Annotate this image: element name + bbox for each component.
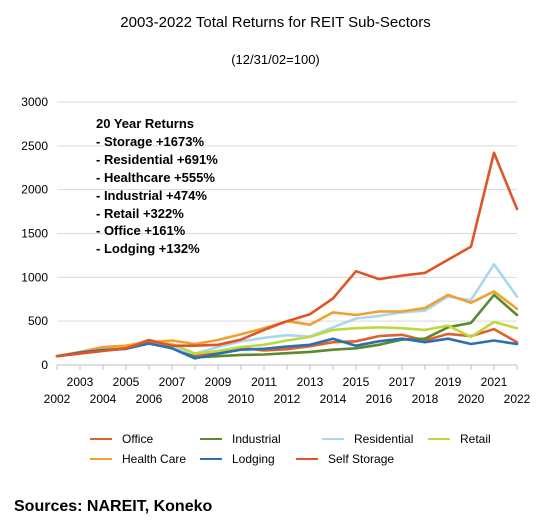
annotation-line: - Storage +1673% [96,133,205,149]
legend-swatch [322,438,344,440]
legend-item: Self Storage [296,452,394,466]
y-tick-label: 1000 [21,270,48,284]
legend-swatch [90,438,112,440]
y-tick-label: 2500 [21,139,48,153]
legend-item: Office [90,432,153,446]
x-tick-label: 2004 [90,392,117,406]
y-tick-label: 3000 [21,95,48,109]
annotation-line: - Lodging +132% [96,241,200,257]
x-tick-label: 2003 [67,375,94,389]
chart-subtitle: (12/31/02=100) [231,52,320,67]
legend-swatch [428,438,450,440]
x-tick-label: 2016 [366,392,393,406]
annotation-line: - Healthcare +555% [96,169,215,185]
line-chart: 0 500 1000 1500 2000 2500 3000 2003 2005 2007 2009… [21,95,531,406]
x-tick-label: 2020 [458,392,485,406]
x-tick-label: 2009 [205,375,232,389]
x-tick-label: 2014 [320,392,347,406]
x-tick-label: 2018 [412,392,439,406]
x-tick-label: 2005 [113,375,140,389]
legend-label: Office [122,432,154,446]
legend-item: Retail [428,432,491,446]
legend-swatch [200,438,222,440]
x-tick-label: 2022 [504,392,531,406]
y-tick-label: 0 [41,358,48,372]
legend-swatch [200,458,222,460]
y-tick-label: 2000 [21,183,48,197]
legend-label: Health Care [122,452,187,466]
x-tick-label: 2012 [274,392,301,406]
annotation-line: - Residential +691% [96,151,218,167]
legend-item: Health Care [90,452,186,466]
series-line [55,151,519,358]
x-tick-label: 2002 [44,392,71,406]
x-tick-label: 2011 [251,375,277,389]
x-tick-label: 2013 [297,375,324,389]
chart-title: 2003-2022 Total Returns for REIT Sub-Sec… [120,14,431,31]
x-tick-label: 2021 [481,375,508,389]
legend-label: Retail [460,432,491,446]
annotation-line: - Office +161% [96,223,186,239]
x-tick-label: 2007 [159,375,186,389]
legend-item: Industrial [200,432,281,446]
annotation-line: - Retail +322% [96,205,184,221]
legend-label: Residential [354,432,414,446]
x-tick-label: 2010 [228,392,255,406]
x-tick-label: 2019 [435,375,462,389]
legend-label: Industrial [232,432,281,446]
legend-item: Lodging [200,452,275,466]
returns-annotation: 20 Year Returns - Storage +1673% - Resid… [96,115,218,258]
y-tick-label: 1500 [21,227,48,241]
sources-note: Sources: NAREIT, Koneko [14,498,213,515]
x-tick-label: 2015 [343,375,370,389]
annotation-heading: 20 Year Returns [96,116,195,131]
y-tick-label: 500 [28,314,48,328]
x-tick-label: 2008 [182,392,209,406]
legend-swatch [296,458,318,460]
series-line [55,262,519,358]
legend-label: Lodging [232,452,275,466]
x-tick-label: 2006 [136,392,163,406]
legend-item: Residential [322,432,413,446]
annotation-line: - Industrial +474% [96,187,207,203]
x-tick-label: 2017 [389,375,416,389]
legend-label: Self Storage [328,452,395,466]
legend-swatch [90,458,112,460]
